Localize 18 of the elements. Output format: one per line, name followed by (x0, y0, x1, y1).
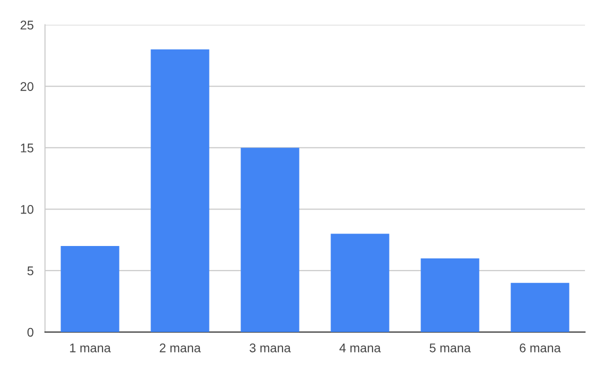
x-tick-label: 2 mana (160, 343, 201, 352)
bar (330, 234, 390, 332)
y-tick-label: 5 (27, 266, 34, 276)
bar (420, 258, 480, 332)
y-tick-label: 25 (20, 20, 34, 30)
x-tick-label: 6 mana (520, 343, 561, 352)
bar (150, 49, 210, 332)
x-tick-label: 1 mana (70, 344, 111, 352)
y-tick-label: 10 (20, 204, 34, 214)
bar (240, 148, 300, 332)
x-tick-label: 3 mana (250, 343, 291, 352)
bar (60, 246, 120, 332)
y-tick-label: 20 (20, 82, 34, 91)
x-tick-label: 4 mana (339, 344, 381, 352)
y-tick-label: 0 (27, 328, 34, 337)
bar (510, 282, 570, 332)
x-tick-label: 5 mana (430, 344, 471, 352)
y-tick-label: 15 (20, 144, 34, 152)
